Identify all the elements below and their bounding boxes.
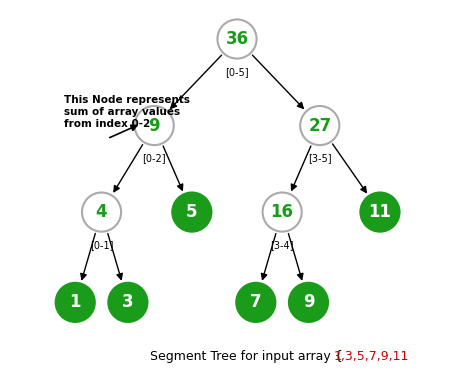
Circle shape — [218, 19, 256, 59]
Text: 11: 11 — [368, 203, 392, 221]
Circle shape — [172, 193, 211, 232]
Text: [0-2]: [0-2] — [142, 153, 166, 163]
Circle shape — [360, 193, 400, 232]
Circle shape — [135, 106, 174, 145]
Text: 9: 9 — [303, 293, 314, 312]
Circle shape — [55, 283, 95, 322]
Text: [0-5]: [0-5] — [225, 67, 249, 77]
Circle shape — [82, 193, 121, 232]
Circle shape — [109, 283, 147, 322]
Circle shape — [300, 106, 339, 145]
Text: 36: 36 — [226, 30, 248, 48]
Text: 9: 9 — [148, 116, 160, 135]
Text: [0-1]: [0-1] — [90, 240, 113, 250]
Text: 4: 4 — [96, 203, 108, 221]
Text: 27: 27 — [308, 116, 331, 135]
Text: Segment Tree for input array {: Segment Tree for input array { — [150, 349, 343, 363]
Text: [3-4]: [3-4] — [270, 240, 294, 250]
Text: 1: 1 — [70, 293, 81, 312]
Circle shape — [263, 193, 302, 232]
Text: [3-5]: [3-5] — [308, 153, 332, 163]
Circle shape — [289, 283, 328, 322]
Text: 7: 7 — [250, 293, 262, 312]
Text: 3: 3 — [122, 293, 134, 312]
Circle shape — [236, 283, 275, 322]
Text: This Node represents
sum of array values
from index 0-2: This Node represents sum of array values… — [64, 96, 190, 128]
Text: 1,3,5,7,9,11: 1,3,5,7,9,11 — [334, 349, 409, 363]
Text: 16: 16 — [271, 203, 294, 221]
Text: 5: 5 — [186, 203, 198, 221]
